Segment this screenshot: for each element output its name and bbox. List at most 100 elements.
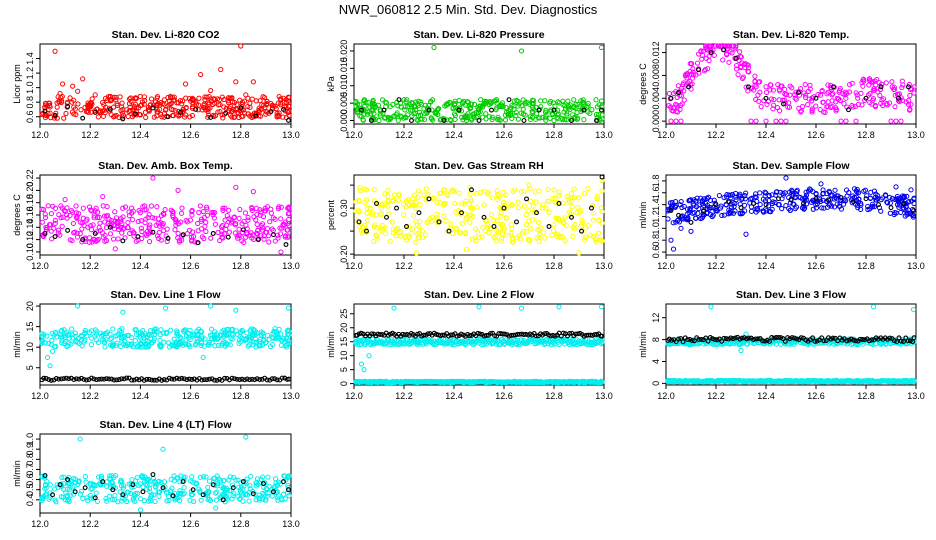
data-point xyxy=(834,201,840,207)
data-point xyxy=(752,79,758,85)
data-point xyxy=(668,118,674,124)
data-point xyxy=(567,331,573,336)
data-point xyxy=(825,99,831,105)
data-point xyxy=(892,196,898,203)
data-point xyxy=(677,202,683,208)
data-point xyxy=(251,339,257,345)
data-point xyxy=(161,97,168,103)
data-point xyxy=(898,209,904,216)
data-point xyxy=(239,221,245,227)
data-point xyxy=(265,233,272,239)
data-point xyxy=(911,208,916,214)
data-point xyxy=(489,107,494,113)
data-point xyxy=(572,115,578,122)
data-point xyxy=(219,222,226,229)
data-point xyxy=(45,203,51,209)
data-point xyxy=(372,222,378,228)
data-point xyxy=(215,342,221,348)
data-point xyxy=(170,212,176,219)
data-point xyxy=(594,193,600,199)
data-point xyxy=(82,236,88,242)
data-point xyxy=(711,52,717,58)
data-point xyxy=(245,343,251,349)
data-point xyxy=(802,81,808,88)
data-point xyxy=(701,208,706,214)
data-point xyxy=(200,354,206,361)
data-point xyxy=(174,100,180,106)
x-tick-label: 13.0 xyxy=(907,261,925,271)
y-axis-label: ml/min xyxy=(638,202,648,229)
data-point xyxy=(269,334,275,340)
data-point xyxy=(810,189,816,195)
data-point xyxy=(222,205,228,211)
data-point xyxy=(180,98,186,104)
data-point xyxy=(813,196,819,202)
data-point xyxy=(370,108,376,114)
data-point xyxy=(452,98,458,104)
data-point xyxy=(540,230,546,236)
data-point xyxy=(253,113,259,119)
data-point xyxy=(858,202,864,208)
x-tick-label: 12.8 xyxy=(232,391,250,401)
data-point xyxy=(112,209,118,215)
data-point xyxy=(758,104,764,110)
data-point xyxy=(221,231,227,237)
data-point xyxy=(895,196,901,202)
data-point xyxy=(187,327,193,333)
data-point xyxy=(846,107,851,113)
data-point xyxy=(268,109,274,115)
data-point xyxy=(428,98,434,104)
data-point xyxy=(416,188,422,194)
data-point xyxy=(871,85,877,92)
data-point xyxy=(771,96,777,103)
data-point xyxy=(285,341,292,347)
data-point xyxy=(371,238,377,245)
data-point xyxy=(801,206,807,212)
data-point xyxy=(100,331,106,338)
data-point xyxy=(258,106,264,113)
data-point xyxy=(518,48,525,54)
data-point xyxy=(259,102,265,108)
x-tick-label: 12.0 xyxy=(31,519,49,529)
x-tick-label: 12.2 xyxy=(81,130,99,140)
x-tick-label: 12.8 xyxy=(545,391,563,401)
data-point xyxy=(369,331,375,337)
data-point xyxy=(165,114,171,120)
y-axis-label: degrees C xyxy=(12,194,22,236)
data-point xyxy=(508,110,514,116)
data-point xyxy=(99,230,106,236)
y-tick-label: 5 xyxy=(339,367,349,372)
data-point xyxy=(706,57,712,64)
data-point xyxy=(434,199,440,205)
data-point xyxy=(714,207,720,213)
data-point xyxy=(590,217,596,223)
data-point xyxy=(242,210,249,216)
data-point xyxy=(81,339,87,345)
data-point xyxy=(574,210,580,216)
data-point xyxy=(101,376,107,382)
data-point xyxy=(412,239,419,245)
data-point xyxy=(822,109,828,115)
data-point xyxy=(694,60,701,66)
data-point xyxy=(141,377,147,383)
data-point xyxy=(179,101,185,107)
data-point xyxy=(760,209,767,215)
data-point xyxy=(409,113,415,119)
data-point xyxy=(904,193,910,199)
data-point xyxy=(456,107,462,113)
data-point xyxy=(204,212,211,218)
data-point xyxy=(78,375,84,381)
y-tick-label: 25 xyxy=(339,309,349,319)
data-point xyxy=(147,102,153,108)
y-tick-label: 10 xyxy=(25,342,35,352)
data-point xyxy=(506,97,512,103)
data-point xyxy=(894,202,901,208)
data-point xyxy=(261,94,268,101)
data-point xyxy=(369,210,376,216)
data-point xyxy=(698,48,704,54)
data-point xyxy=(107,222,113,228)
data-point xyxy=(690,72,696,78)
data-point xyxy=(689,81,695,87)
data-point xyxy=(378,202,384,208)
data-point xyxy=(225,98,231,104)
